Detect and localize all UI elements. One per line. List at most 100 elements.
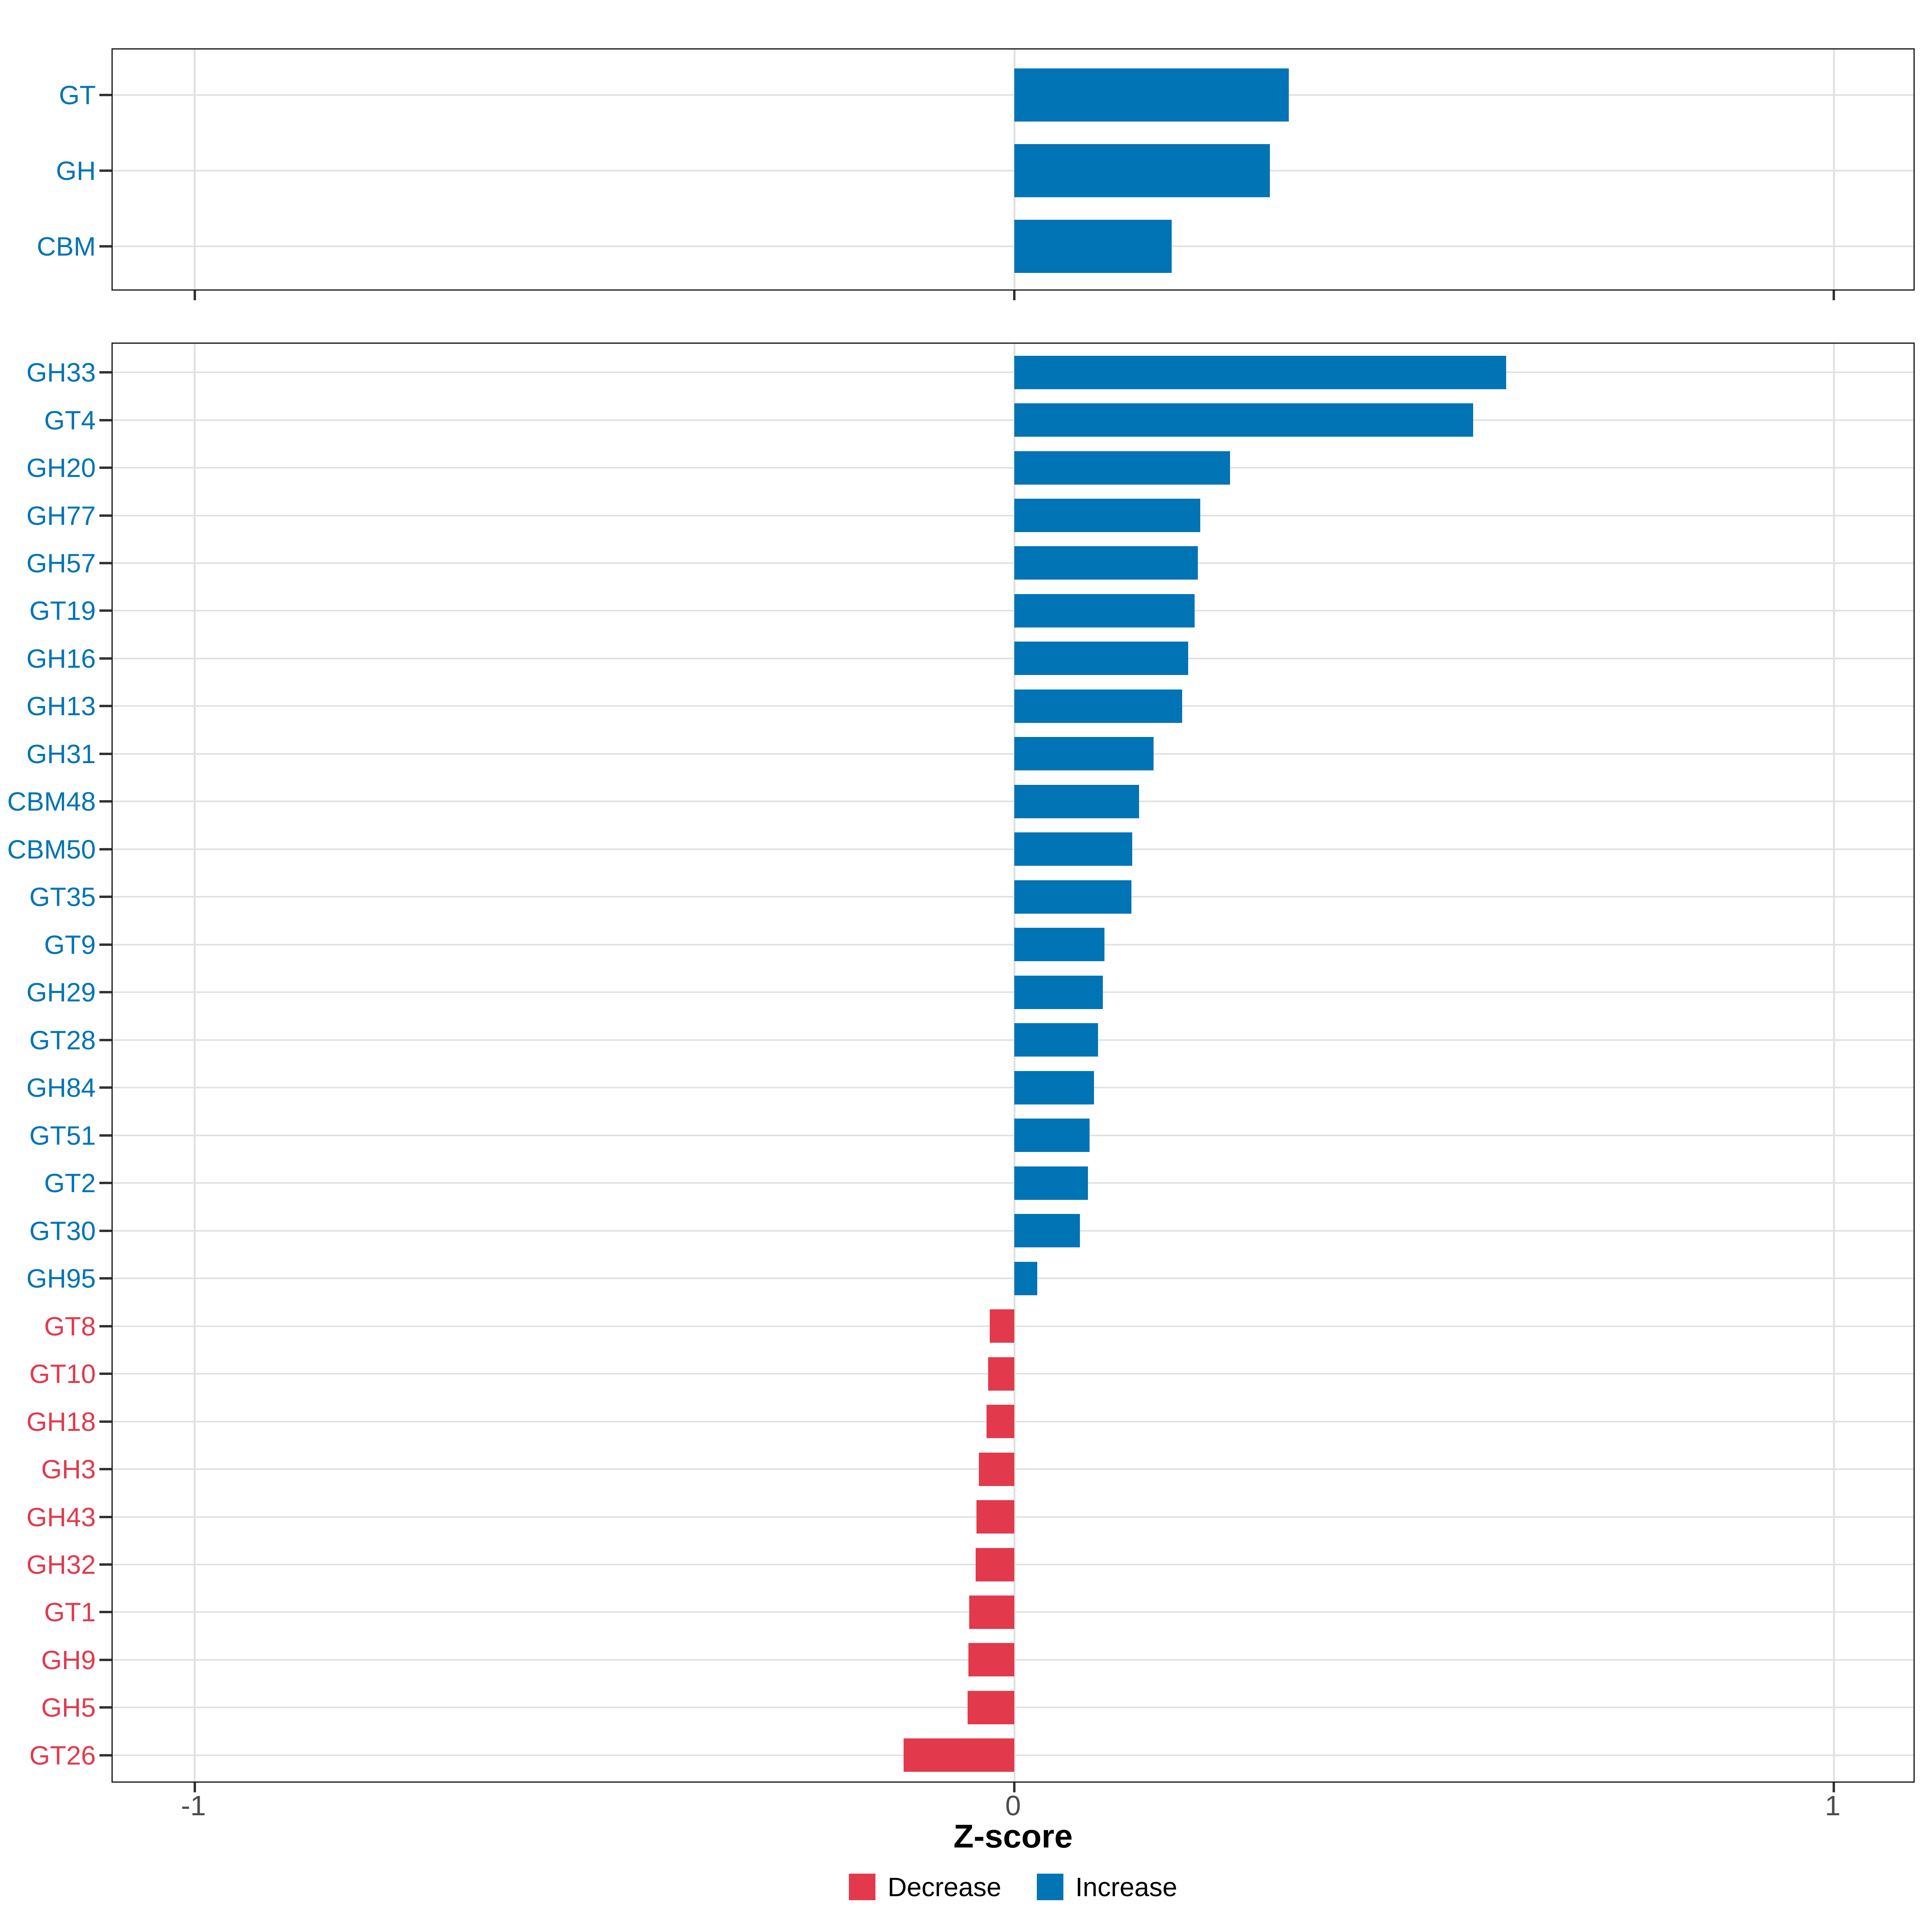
y-gridline [113,896,1913,898]
y-gridline [113,991,1913,993]
bar-CBM50 [1014,832,1133,866]
bar-GT10 [988,1357,1014,1391]
y-axis-tick [99,1563,111,1566]
category-label-GH9: GH9 [41,1645,96,1675]
y-gridline [113,1087,1913,1089]
bar-GH16 [1014,642,1188,675]
x-axis-tick [1833,1783,1835,1792]
category-label-GH77: GH77 [26,500,96,530]
y-gridline [113,1278,1913,1280]
bar-GT28 [1014,1023,1098,1057]
category-label-CBM48: CBM48 [7,786,96,817]
y-axis-tick [99,561,111,564]
y-gridline [113,801,1913,803]
bar-GT9 [1014,928,1104,962]
bar-CBM [1014,220,1172,273]
y-gridline [113,753,1913,755]
category-label-GH95: GH95 [26,1263,96,1294]
bar-GH84 [1014,1071,1094,1104]
legend-label-decrease: Decrease [888,1872,1001,1902]
x-gridline [194,344,196,1781]
x-gridline [1013,344,1016,1781]
bar-GH5 [967,1690,1014,1724]
y-axis-tick [99,991,111,994]
y-axis-tick [99,1468,111,1471]
bar-GT4 [1014,403,1474,437]
y-gridline [113,170,1913,171]
category-label-GT: GT [59,80,96,110]
y-axis-tick [99,1420,111,1423]
y-axis-tick [99,93,111,96]
y-gridline [113,1039,1913,1041]
y-gridline [113,943,1913,945]
category-label-GT26: GT26 [29,1740,96,1770]
category-label-GT19: GT19 [29,596,96,626]
y-axis-tick [99,800,111,803]
y-axis-tick [99,1038,111,1041]
y-axis-tick [99,1182,111,1185]
x-axis-tick [193,291,196,300]
y-axis-tick [99,1706,111,1709]
y-axis-tick [99,1658,111,1661]
category-label-CBM: CBM [37,231,96,262]
category-label-GT30: GT30 [29,1216,96,1246]
y-gridline [113,562,1913,564]
legend-swatch-increase [1036,1874,1063,1900]
category-label-GT1: GT1 [44,1597,96,1627]
y-axis-tick [99,466,111,469]
y-axis-tick [99,1373,111,1375]
bar-GH20 [1014,451,1230,485]
y-axis-tick [99,419,111,421]
bar-GT1 [969,1595,1014,1629]
y-gridline [113,1230,1913,1232]
bar-GH29 [1014,975,1103,1009]
category-label-GH33: GH33 [26,357,96,388]
category-label-CBM50: CBM50 [7,834,96,864]
y-axis-tick [99,1277,111,1280]
x-axis-tick [193,1783,196,1792]
y-axis-tick [99,1134,111,1137]
category-label-GH32: GH32 [26,1550,96,1579]
bar-GT [1014,68,1289,122]
y-gridline [113,848,1913,850]
y-axis-tick [99,752,111,755]
y-axis-tick [99,609,111,612]
x-tick-label--1: -1 [181,1790,206,1821]
category-label-GT51: GT51 [29,1120,96,1150]
y-axis-tick [99,1754,111,1757]
category-label-GT8: GT8 [44,1311,96,1341]
x-axis-tick [1013,1783,1016,1792]
legend-label-increase: Increase [1075,1872,1177,1902]
y-gridline [113,705,1913,707]
x-axis-tick [1013,291,1016,300]
y-axis-tick [99,896,111,898]
bar-GH43 [976,1500,1014,1534]
y-axis-tick [99,514,111,517]
panel-class-summary: GT GH CBM [37,48,1915,300]
y-axis-tick [99,371,111,374]
category-label-GH3: GH3 [41,1454,96,1484]
bar-GH [1014,144,1270,197]
category-label-GT9: GT9 [44,929,96,960]
legend-item-increase: Increase [1036,1872,1177,1902]
y-axis-tick [99,657,111,660]
x-axis-title: Z-score [953,1818,1073,1855]
x-tick-label-1: 1 [1825,1790,1841,1821]
y-gridline [113,1134,1913,1136]
category-label-GH20: GH20 [26,453,96,483]
category-label-GH16: GH16 [26,643,96,673]
category-label-GH57: GH57 [26,548,96,578]
y-gridline [113,246,1913,248]
y-gridline [113,657,1913,659]
category-label-GT2: GT2 [44,1168,96,1198]
y-axis-tick [99,943,111,946]
bar-GT19 [1014,594,1195,627]
legend-item-decrease: Decrease [849,1872,1001,1902]
y-axis-tick [99,245,111,248]
y-gridline [113,610,1913,612]
y-axis-tick [99,1515,111,1518]
category-label-GH13: GH13 [26,691,96,721]
bar-GH57 [1014,546,1198,580]
y-gridline [113,467,1913,469]
